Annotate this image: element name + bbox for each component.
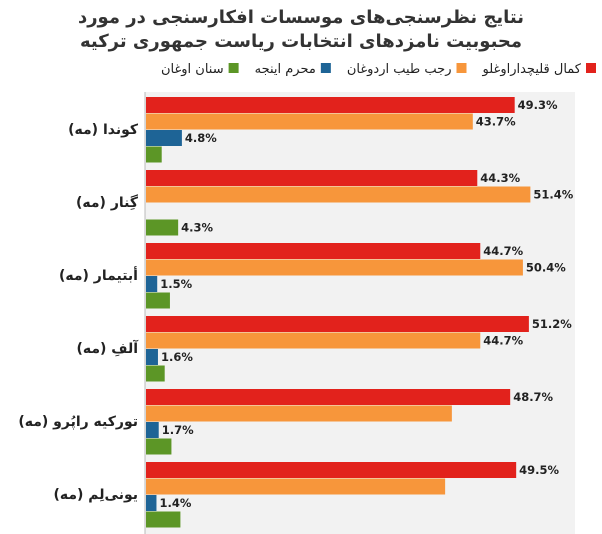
bar-3-3 bbox=[146, 365, 165, 382]
data-label-1-0: 44.3% bbox=[480, 171, 520, 185]
data-label-2-2: 1.5% bbox=[160, 277, 192, 291]
chart-title-line-2: محبوبیت نامزدهای انتخابات ریاست جمهوری ت… bbox=[79, 31, 523, 52]
category-label-0: کوندا (مه) bbox=[68, 122, 139, 138]
data-label-0-0: 49.3% bbox=[518, 98, 558, 112]
bar-4-0 bbox=[146, 389, 511, 405]
legend-swatch-1 bbox=[456, 63, 467, 73]
category-label-4: تورکیه راپُرو (مه) bbox=[18, 414, 138, 430]
bar-4-3 bbox=[146, 438, 172, 455]
data-label-0-2: 4.8% bbox=[185, 131, 217, 145]
bar-1-0 bbox=[146, 170, 478, 186]
data-label-5-2: 1.4% bbox=[159, 496, 191, 510]
category-label-5: یونی‌لِم (مه) bbox=[53, 487, 138, 503]
bar-5-3 bbox=[146, 511, 181, 528]
data-label-3-2: 1.6% bbox=[161, 350, 193, 364]
category-label-2: أبتیمار (مه) bbox=[59, 266, 138, 284]
data-label-4-2: 1.7% bbox=[162, 423, 194, 437]
bar-5-0 bbox=[146, 462, 517, 478]
bar-0-3 bbox=[146, 146, 162, 163]
plot-area bbox=[145, 92, 575, 534]
bar-0-2 bbox=[146, 130, 182, 146]
legend-swatch-0 bbox=[586, 63, 596, 73]
bar-3-1 bbox=[146, 332, 481, 349]
legend-label-3: سنان اوغان bbox=[161, 62, 224, 77]
bar-2-3 bbox=[146, 292, 170, 309]
bar-3-2 bbox=[146, 349, 158, 365]
bar-5-1 bbox=[146, 478, 446, 495]
bar-2-0 bbox=[146, 243, 481, 259]
bar-4-1 bbox=[146, 405, 452, 422]
bar-1-1 bbox=[146, 186, 531, 203]
bar-4-2 bbox=[146, 422, 159, 438]
category-label-3: آلفِ (مه) bbox=[76, 339, 139, 357]
data-label-1-3: 4.3% bbox=[181, 221, 213, 235]
data-label-2-0: 44.7% bbox=[483, 244, 523, 258]
bar-2-2 bbox=[146, 276, 158, 292]
bar-3-0 bbox=[146, 316, 529, 332]
data-label-4-0: 48.7% bbox=[513, 390, 553, 404]
bar-0-0 bbox=[146, 97, 515, 113]
chart-title-line-1: نتایج نظرسنجی‌های موسسات افکارسنجی در مو… bbox=[77, 7, 525, 28]
data-label-3-0: 51.2% bbox=[532, 317, 572, 331]
data-label-5-0: 49.5% bbox=[519, 463, 559, 477]
data-label-0-1: 43.7% bbox=[476, 115, 516, 129]
category-label-1: گِنار (مه) bbox=[76, 194, 139, 211]
legend-label-0: کمال قلیچداراوغلو bbox=[482, 62, 582, 77]
bar-5-2 bbox=[146, 495, 157, 511]
data-label-2-1: 50.4% bbox=[526, 261, 566, 275]
legend-swatch-2 bbox=[320, 63, 331, 73]
bar-2-1 bbox=[146, 259, 523, 276]
legend-label-1: رجب طیب اردوغان bbox=[347, 62, 452, 77]
legend-label-2: محرم اینجه bbox=[255, 62, 316, 77]
data-label-3-1: 44.7% bbox=[483, 334, 523, 348]
bar-1-3 bbox=[146, 219, 179, 236]
bar-0-1 bbox=[146, 113, 473, 130]
data-label-1-1: 51.4% bbox=[533, 188, 573, 202]
legend-swatch-3 bbox=[228, 63, 239, 73]
